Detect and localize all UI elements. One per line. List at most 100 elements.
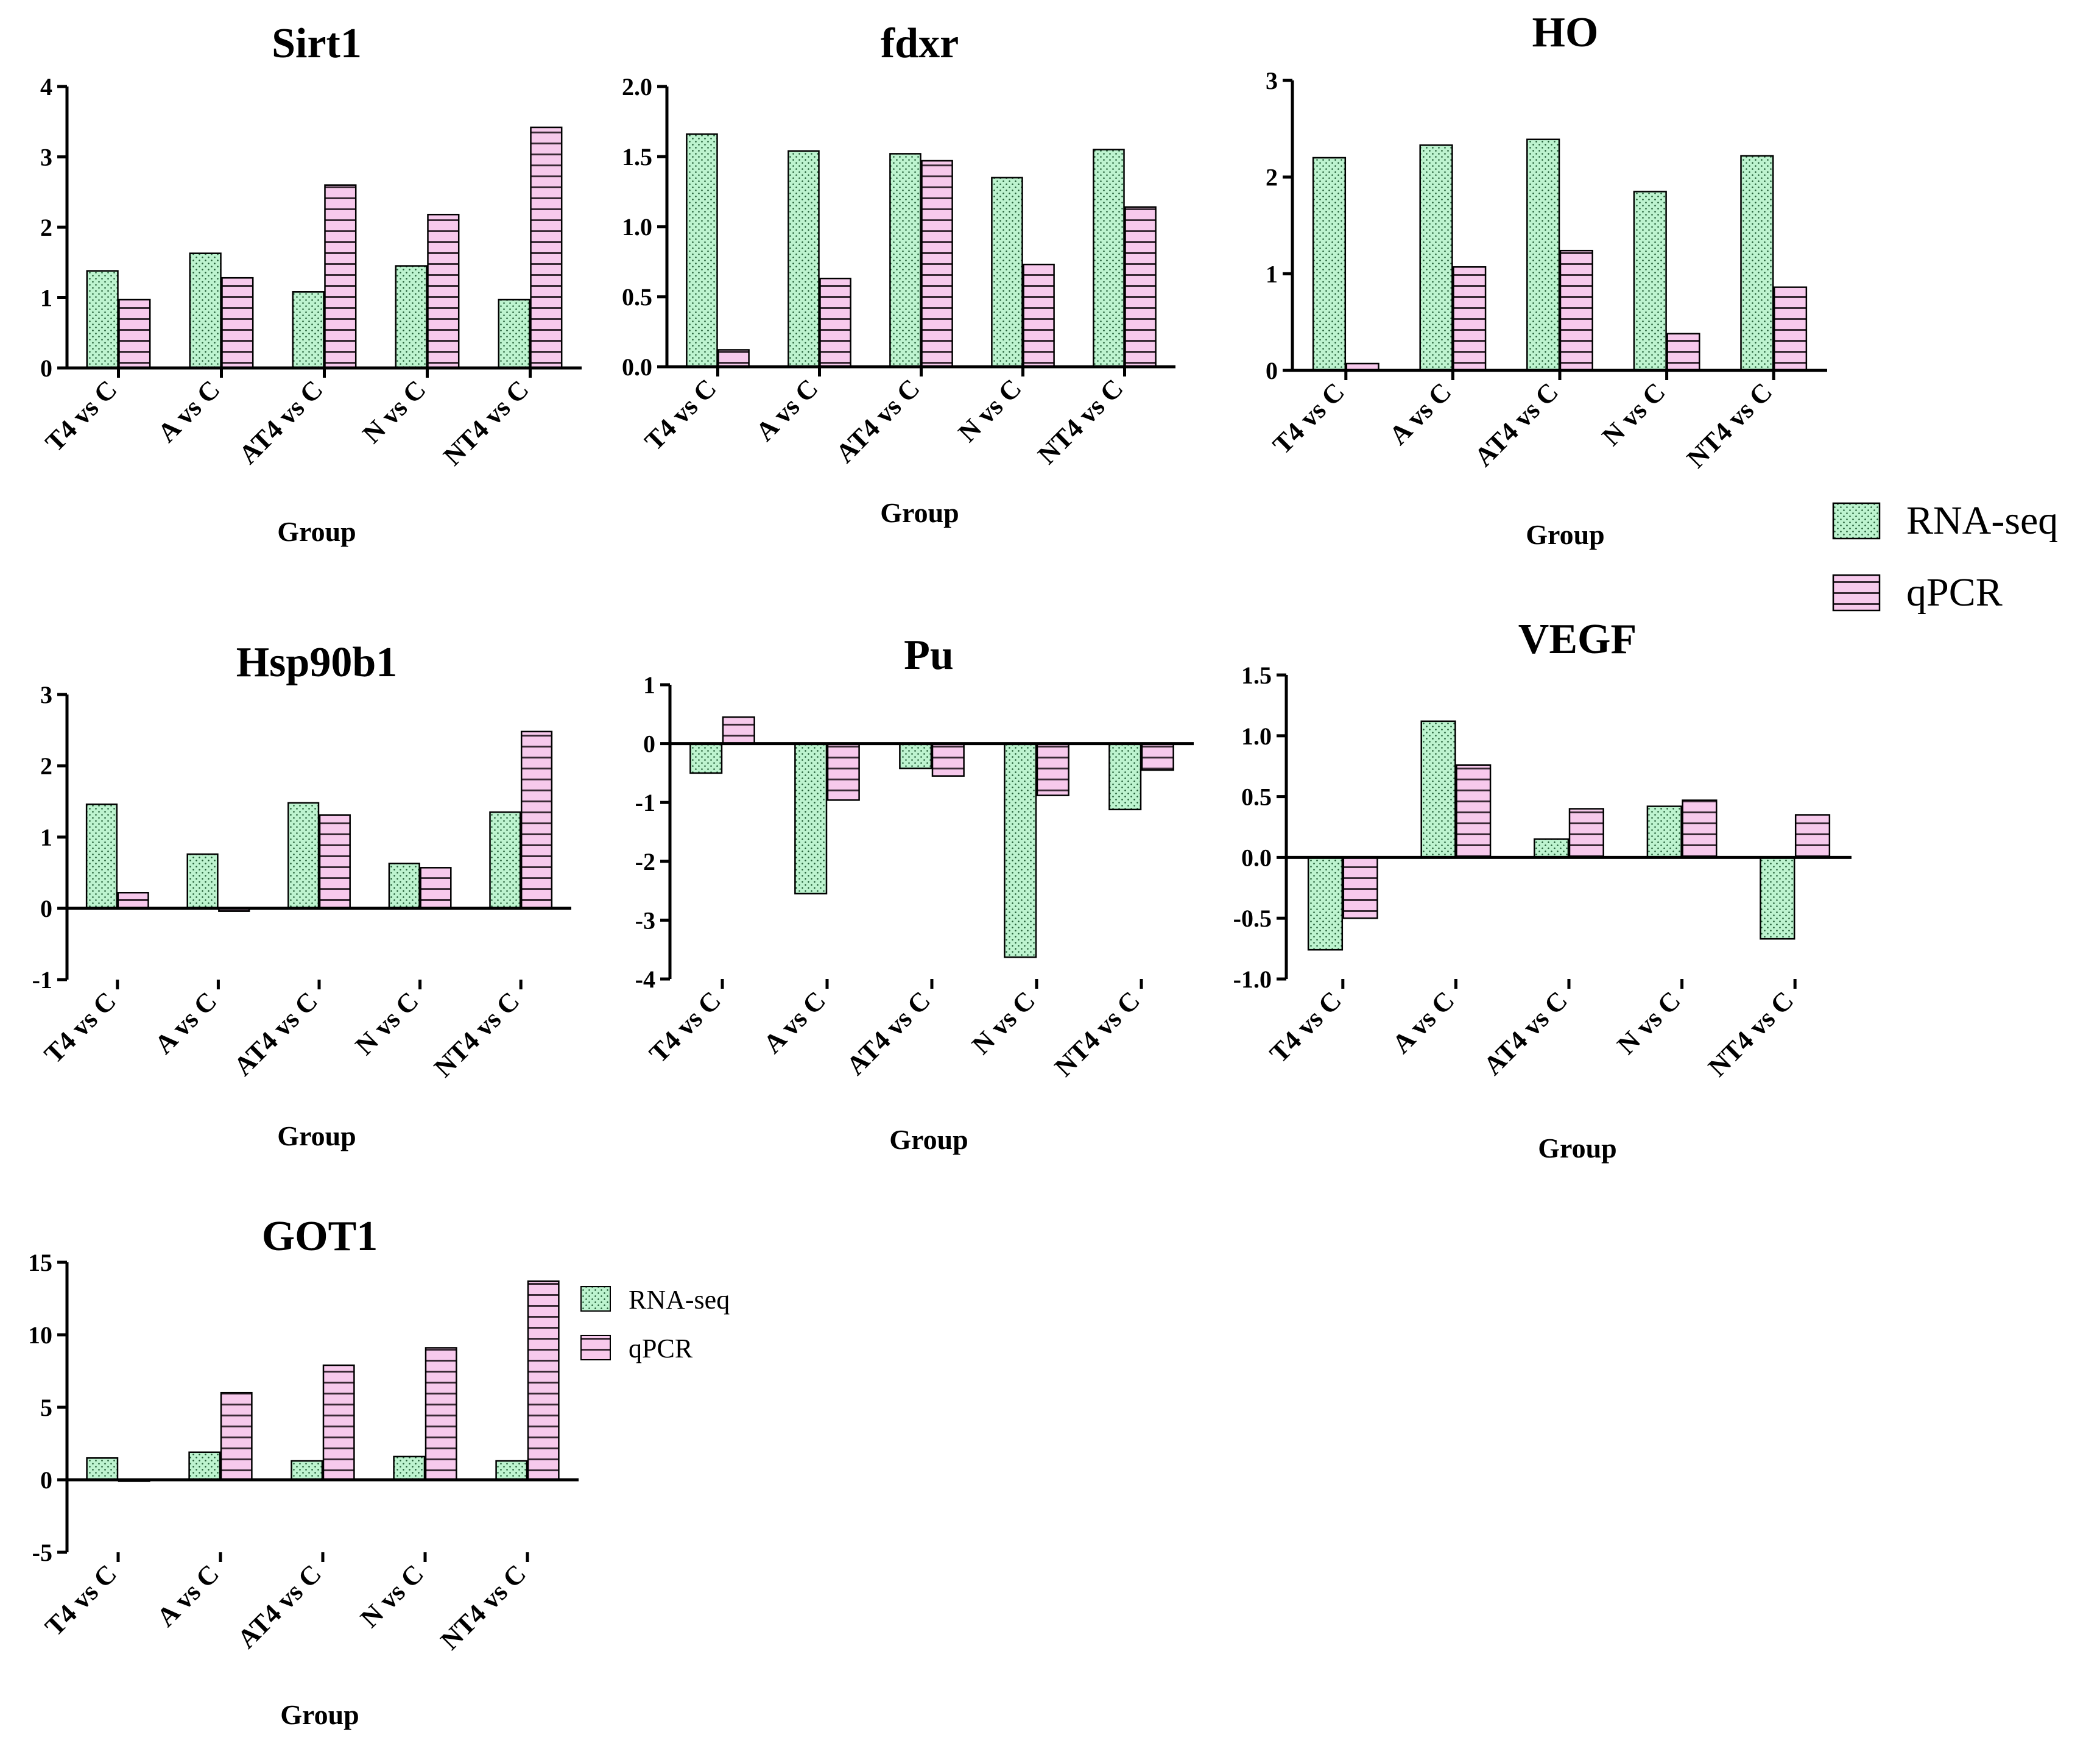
y-tick-label: 1: [40, 285, 52, 312]
bar-rna-seq-vegf: [1534, 838, 1570, 858]
bar-rna-seq-got1: [188, 1451, 221, 1481]
bar-rna-seq-hsp90b1: [85, 803, 118, 910]
y-tick-label: 0: [40, 355, 52, 382]
y-tick-label: -5: [32, 1539, 52, 1566]
x-tick-label: N vs C: [1596, 376, 1671, 451]
bar-rna-seq-sirt1: [86, 270, 119, 369]
y-tick-label: 1: [1266, 260, 1278, 288]
bar-qpcr-fdxr: [717, 349, 750, 368]
bar-qpcr-sirt1: [118, 299, 151, 369]
bar-qpcr-sirt1: [221, 277, 254, 369]
y-tick-label: 0.5: [622, 283, 652, 311]
legend-got1: RNA-seq qPCR: [580, 1285, 730, 1363]
x-tick-label: AT4 vs C: [228, 986, 323, 1081]
bar-rna-seq-ho: [1526, 138, 1560, 372]
x-tick-label: N vs C: [953, 373, 1027, 448]
plot-area-pu: -4 -3 -2 -1 0 1 T4 vs C A vs C AT4 vs C N vs C NT4…: [635, 671, 1194, 1083]
x-tick-label: N vs C: [354, 1558, 429, 1633]
x-tick-label: A vs C: [750, 373, 823, 447]
y-tick-label: 2: [40, 214, 52, 241]
y-tick-label: 0.0: [1241, 844, 1272, 871]
bar-qpcr-hsp90b1: [319, 814, 351, 910]
bar-qpcr-ho: [1559, 250, 1593, 372]
y-tick-label: 0: [1266, 357, 1278, 384]
plot-area-vegf: -1.0 -0.5 0.0 0.5 1.0 1.5 T4 vs C A vs C AT4 vs …: [1233, 662, 1852, 1083]
x-tick-label: AT4 vs C: [233, 374, 329, 470]
bar-qpcr-vegf: [1568, 808, 1604, 858]
y-tick-label: 1.0: [622, 213, 652, 241]
bar-qpcr-hsp90b1: [520, 730, 553, 910]
y-tick-label: 1.0: [1241, 723, 1272, 750]
y-tick-label: -4: [635, 966, 655, 993]
legend-main: RNA-seq qPCR: [1832, 498, 2058, 615]
bar-qpcr-pu: [826, 743, 860, 801]
x-tick-label: AT4 vs C: [830, 373, 926, 468]
y-tick-label: 10: [28, 1321, 52, 1349]
bar-rna-seq-hsp90b1: [388, 863, 420, 910]
legend-got1-rna-label: RNA-seq: [629, 1285, 730, 1315]
bar-rna-seq-ho: [1740, 155, 1774, 372]
x-tick-label: A vs C: [152, 374, 225, 448]
y-tick-label: -1.0: [1233, 966, 1272, 993]
legend-got1-rna-swatch: [580, 1286, 611, 1312]
x-axis-label-vegf: Group: [1538, 1133, 1617, 1164]
y-tick-label: 3: [40, 681, 52, 709]
bar-qpcr-pu: [1036, 743, 1069, 796]
y-tick-label: 1.5: [1241, 662, 1272, 689]
x-tick-label: N vs C: [1612, 985, 1686, 1060]
bar-rna-seq-got1: [291, 1460, 323, 1481]
x-tick-label: N vs C: [350, 986, 425, 1061]
bar-qpcr-hsp90b1: [117, 892, 149, 910]
bar-qpcr-fdxr: [1124, 206, 1157, 368]
plot-area-hsp90b1: -1 0 1 2 3 T4 vs C A vs C AT4 vs C N vs C NT4 vs …: [32, 681, 571, 1083]
x-axis-label-ho: Group: [1526, 519, 1605, 550]
bar-rna-seq-ho: [1312, 157, 1347, 372]
y-tick-label: 0.0: [622, 353, 652, 381]
x-axis-label-got1: Group: [280, 1699, 359, 1730]
legend-main-qpcr-swatch: [1832, 574, 1881, 612]
bar-rna-seq-pu: [1108, 743, 1142, 811]
plot-area-sirt1: 0 1 2 3 4 T4 vs C A vs C AT4 vs C N vs C NT4 vs C: [40, 73, 582, 472]
legend-main-qpcr-label: qPCR: [1906, 570, 2003, 615]
legend-main-rna-label: RNA-seq: [1906, 498, 2058, 543]
y-tick-label: 15: [28, 1249, 52, 1276]
x-tick-label: NT4 vs C: [1681, 376, 1778, 473]
bar-rna-seq-sirt1: [498, 299, 530, 369]
y-tick-label: 0.5: [1241, 783, 1272, 811]
y-tick-label: 2.0: [622, 73, 652, 101]
y-tick-label: 3: [40, 144, 52, 171]
bar-rna-seq-ho: [1633, 191, 1667, 372]
y-tick-label: -0.5: [1233, 905, 1272, 932]
y-tick-label: -2: [635, 848, 655, 875]
bar-rna-seq-pu: [689, 743, 723, 774]
bar-rna-seq-vegf: [1420, 720, 1456, 858]
x-tick-label: NT4 vs C: [1049, 985, 1146, 1082]
x-tick-label: A vs C: [1383, 376, 1457, 450]
bar-rna-seq-fdxr: [1093, 149, 1125, 368]
bar-rna-seq-fdxr: [889, 153, 921, 368]
bar-qpcr-fdxr: [921, 160, 953, 368]
bar-qpcr-vegf: [1682, 799, 1718, 858]
y-tick-label: -3: [635, 907, 655, 934]
x-axis-label-fdxr: Group: [880, 497, 959, 528]
bar-rna-seq-vegf: [1760, 857, 1795, 940]
bar-qpcr-got1: [425, 1347, 457, 1481]
bar-qpcr-got1: [527, 1280, 560, 1481]
bar-rna-seq-sirt1: [395, 265, 428, 369]
x-tick-label: N vs C: [357, 374, 432, 449]
x-tick-label: NT4 vs C: [435, 1558, 532, 1655]
bar-rna-seq-pu: [899, 743, 932, 769]
x-tick-label: T4 vs C: [1267, 376, 1350, 460]
chart-title-pu: Pu: [904, 632, 954, 679]
bar-rna-seq-fdxr: [686, 133, 718, 368]
x-tick-label: A vs C: [758, 985, 831, 1059]
bar-qpcr-fdxr: [1023, 263, 1055, 368]
x-tick-label: AT4 vs C: [1468, 376, 1564, 472]
x-tick-label: A vs C: [149, 986, 222, 1059]
chart-title-got1: GOT1: [262, 1213, 378, 1260]
x-tick-label: NT4 vs C: [1032, 373, 1129, 470]
plot-area-fdxr: 0.0 0.5 1.0 1.5 2.0 T4 vs C A vs C AT4 vs C N vs…: [622, 73, 1175, 470]
y-tick-label: 0: [40, 1466, 52, 1494]
bar-qpcr-vegf: [1456, 764, 1492, 858]
